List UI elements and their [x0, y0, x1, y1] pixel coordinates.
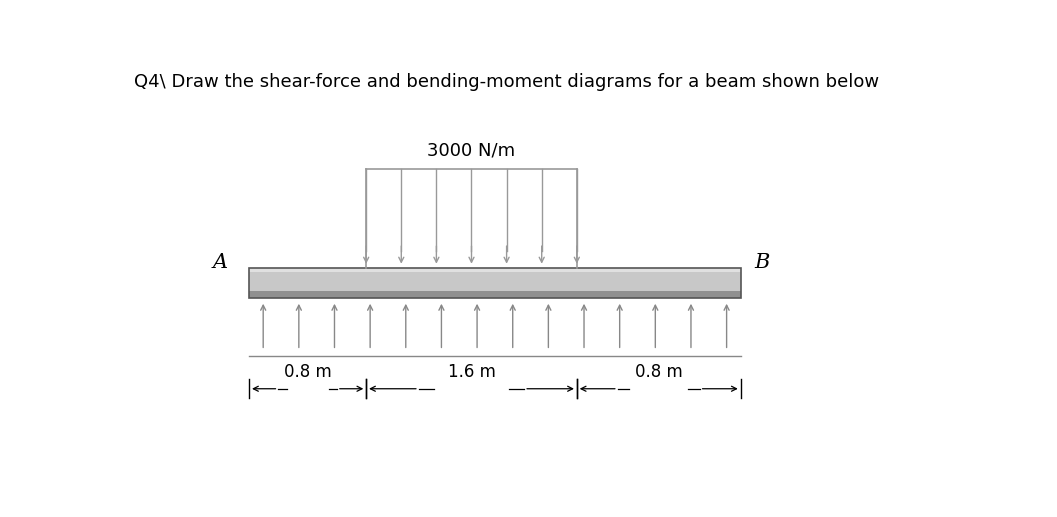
Text: B: B: [755, 253, 771, 272]
Bar: [249, 291, 741, 298]
Bar: [249, 268, 741, 272]
Text: 1.6 m: 1.6 m: [447, 362, 496, 381]
Bar: [249, 268, 741, 298]
Text: 3000 N/m: 3000 N/m: [427, 142, 516, 160]
Text: Q4\ Draw the shear-force and bending-moment diagrams for a beam shown below: Q4\ Draw the shear-force and bending-mom…: [134, 73, 879, 91]
Bar: [249, 272, 741, 291]
Text: A: A: [212, 253, 228, 272]
Text: 0.8 m: 0.8 m: [283, 362, 332, 381]
Text: 0.8 m: 0.8 m: [635, 362, 683, 381]
